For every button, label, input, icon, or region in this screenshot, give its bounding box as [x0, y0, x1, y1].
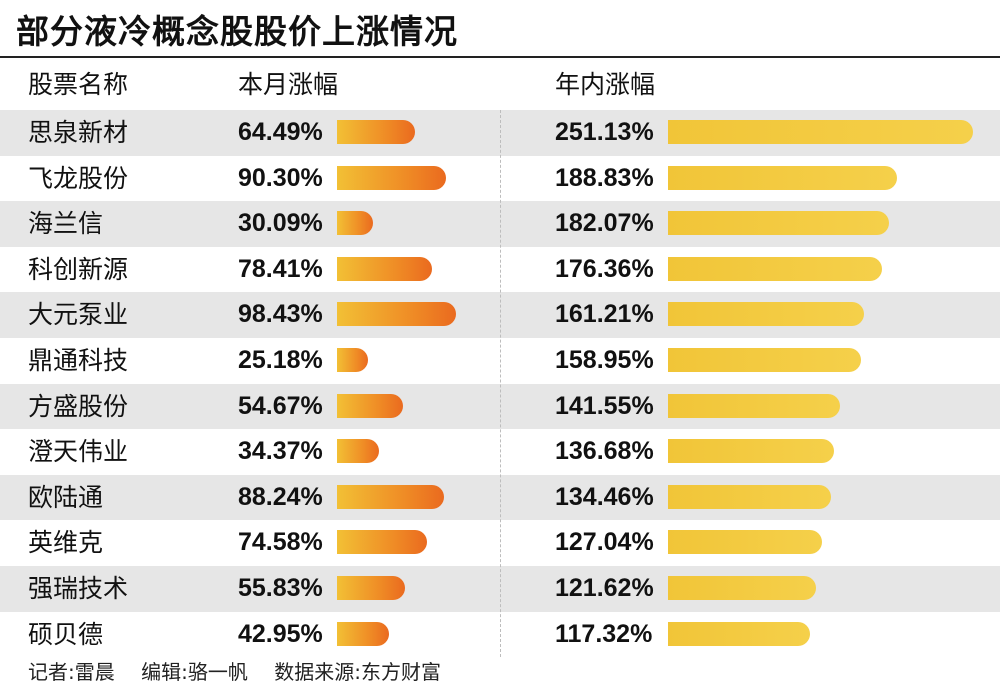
ytd-gain-bar	[668, 165, 898, 190]
table-row: 科创新源 78.41% 176.36%	[0, 247, 1000, 293]
month-gain-label: 78.41%	[238, 254, 323, 283]
ytd-gain-label: 127.04%	[555, 528, 654, 557]
footer-reporter: 记者:雷晨	[28, 660, 115, 684]
ytd-gain-label: 121.62%	[555, 573, 654, 602]
ytd-gain-label: 158.95%	[555, 345, 654, 374]
ytd-gain-label: 141.55%	[555, 391, 654, 420]
ytd-gain-bar	[668, 484, 832, 509]
stock-name: 海兰信	[28, 209, 104, 239]
header-month-gain: 本月涨幅	[238, 70, 339, 99]
table-header: 股票名称 本月涨幅 年内涨幅	[0, 62, 1000, 108]
header-ytd-gain: 年内涨幅	[555, 70, 656, 99]
stock-name: 欧陆通	[28, 482, 104, 512]
ytd-gain-label: 176.36%	[555, 254, 654, 283]
table-row: 英维克 74.58% 127.04%	[0, 520, 1000, 566]
ytd-gain-bar	[668, 439, 834, 464]
month-gain-bar	[337, 347, 368, 372]
header-stock-name: 股票名称	[28, 70, 129, 99]
month-gain-label: 64.49%	[238, 118, 323, 146]
month-gain-bar	[337, 530, 428, 555]
month-gain-bar	[337, 120, 415, 144]
column-divider	[500, 110, 501, 657]
table-row: 飞龙股份 90.30% 188.83%	[0, 156, 1000, 202]
ytd-gain-bar	[668, 211, 889, 236]
table-row: 澄天伟业 34.37% 136.68%	[0, 429, 1000, 475]
month-gain-bar	[337, 439, 379, 464]
month-gain-bar	[337, 575, 405, 600]
table-row: 硕贝德 42.95% 117.32%	[0, 612, 1000, 658]
ytd-gain-label: 136.68%	[555, 437, 654, 466]
ytd-gain-bar	[668, 393, 840, 418]
month-gain-label: 34.37%	[238, 437, 323, 466]
ytd-gain-label: 188.83%	[555, 163, 654, 192]
stock-name: 强瑞技术	[28, 573, 129, 603]
month-gain-bar	[337, 393, 404, 418]
table-row: 大元泵业 98.43% 161.21%	[0, 292, 1000, 338]
month-gain-label: 90.30%	[238, 163, 323, 192]
ytd-gain-label: 117.32%	[555, 619, 653, 648]
ytd-gain-bar	[668, 530, 823, 555]
stock-name: 科创新源	[28, 254, 129, 284]
month-gain-label: 88.24%	[238, 482, 323, 511]
ytd-gain-bar	[668, 621, 811, 646]
stock-name: 思泉新材	[28, 118, 129, 147]
ytd-gain-label: 251.13%	[555, 118, 654, 146]
chart-title: 部分液冷概念股股价上涨情况	[16, 12, 458, 51]
month-gain-bar	[337, 302, 457, 327]
footer-editor: 编辑:骆一帆	[141, 660, 248, 684]
footer-source: 数据来源:东方财富	[274, 660, 441, 684]
month-gain-label: 25.18%	[238, 345, 323, 374]
stock-name: 飞龙股份	[28, 163, 129, 193]
month-gain-bar	[337, 484, 444, 509]
table-row: 鼎通科技 25.18% 158.95%	[0, 338, 1000, 384]
month-gain-label: 54.67%	[238, 391, 323, 420]
stock-name: 英维克	[28, 528, 104, 558]
ytd-gain-label: 134.46%	[555, 482, 654, 511]
month-gain-bar	[337, 211, 374, 236]
month-gain-label: 30.09%	[238, 209, 323, 238]
month-gain-bar	[337, 256, 432, 281]
title-rule	[0, 56, 1000, 58]
month-gain-bar	[337, 621, 389, 646]
ytd-gain-bar	[668, 347, 861, 372]
ytd-gain-bar	[668, 302, 864, 327]
stock-name: 澄天伟业	[28, 437, 129, 467]
month-gain-label: 42.95%	[238, 619, 323, 648]
month-gain-label: 98.43%	[238, 300, 323, 329]
footer: 记者:雷晨 编辑:骆一帆 数据来源:东方财富	[28, 657, 461, 687]
ytd-gain-label: 161.21%	[555, 300, 654, 329]
month-gain-label: 55.83%	[238, 573, 323, 602]
ytd-gain-bar	[668, 120, 973, 144]
stock-name: 大元泵业	[28, 300, 129, 330]
month-gain-label: 74.58%	[238, 528, 323, 557]
month-gain-bar	[337, 165, 447, 190]
stock-name: 鼎通科技	[28, 345, 129, 375]
stock-name: 硕贝德	[28, 619, 104, 649]
ytd-gain-bar	[668, 575, 816, 600]
ytd-gain-label: 182.07%	[555, 209, 654, 238]
stock-name: 方盛股份	[28, 391, 129, 421]
ytd-gain-bar	[668, 256, 882, 281]
